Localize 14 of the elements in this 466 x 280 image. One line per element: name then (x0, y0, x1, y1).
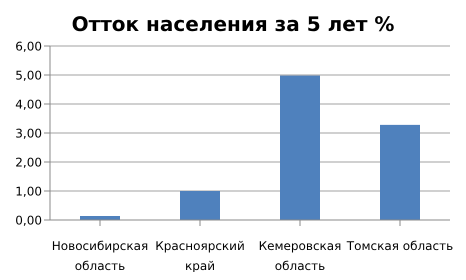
x-tick-label: Кемеровская область (258, 239, 342, 273)
bar (380, 124, 420, 220)
bar (180, 191, 220, 220)
y-tick-label: 3,00 (15, 126, 42, 140)
y-tick-label: 2,00 (15, 155, 42, 170)
bar (280, 76, 320, 220)
x-tick-label: Новосибирская область (52, 239, 148, 273)
y-tick-label: 4,00 (15, 97, 42, 112)
y-tick-label: 5,00 (15, 68, 42, 82)
y-tick-label: 6,00 (15, 39, 42, 54)
y-tick-label: 1,00 (15, 184, 42, 198)
y-tick-label: 0,00 (15, 213, 42, 228)
chart-title: Отток населения за 5 лет % (70, 11, 396, 38)
x-tick-label: Томская область (346, 239, 454, 253)
